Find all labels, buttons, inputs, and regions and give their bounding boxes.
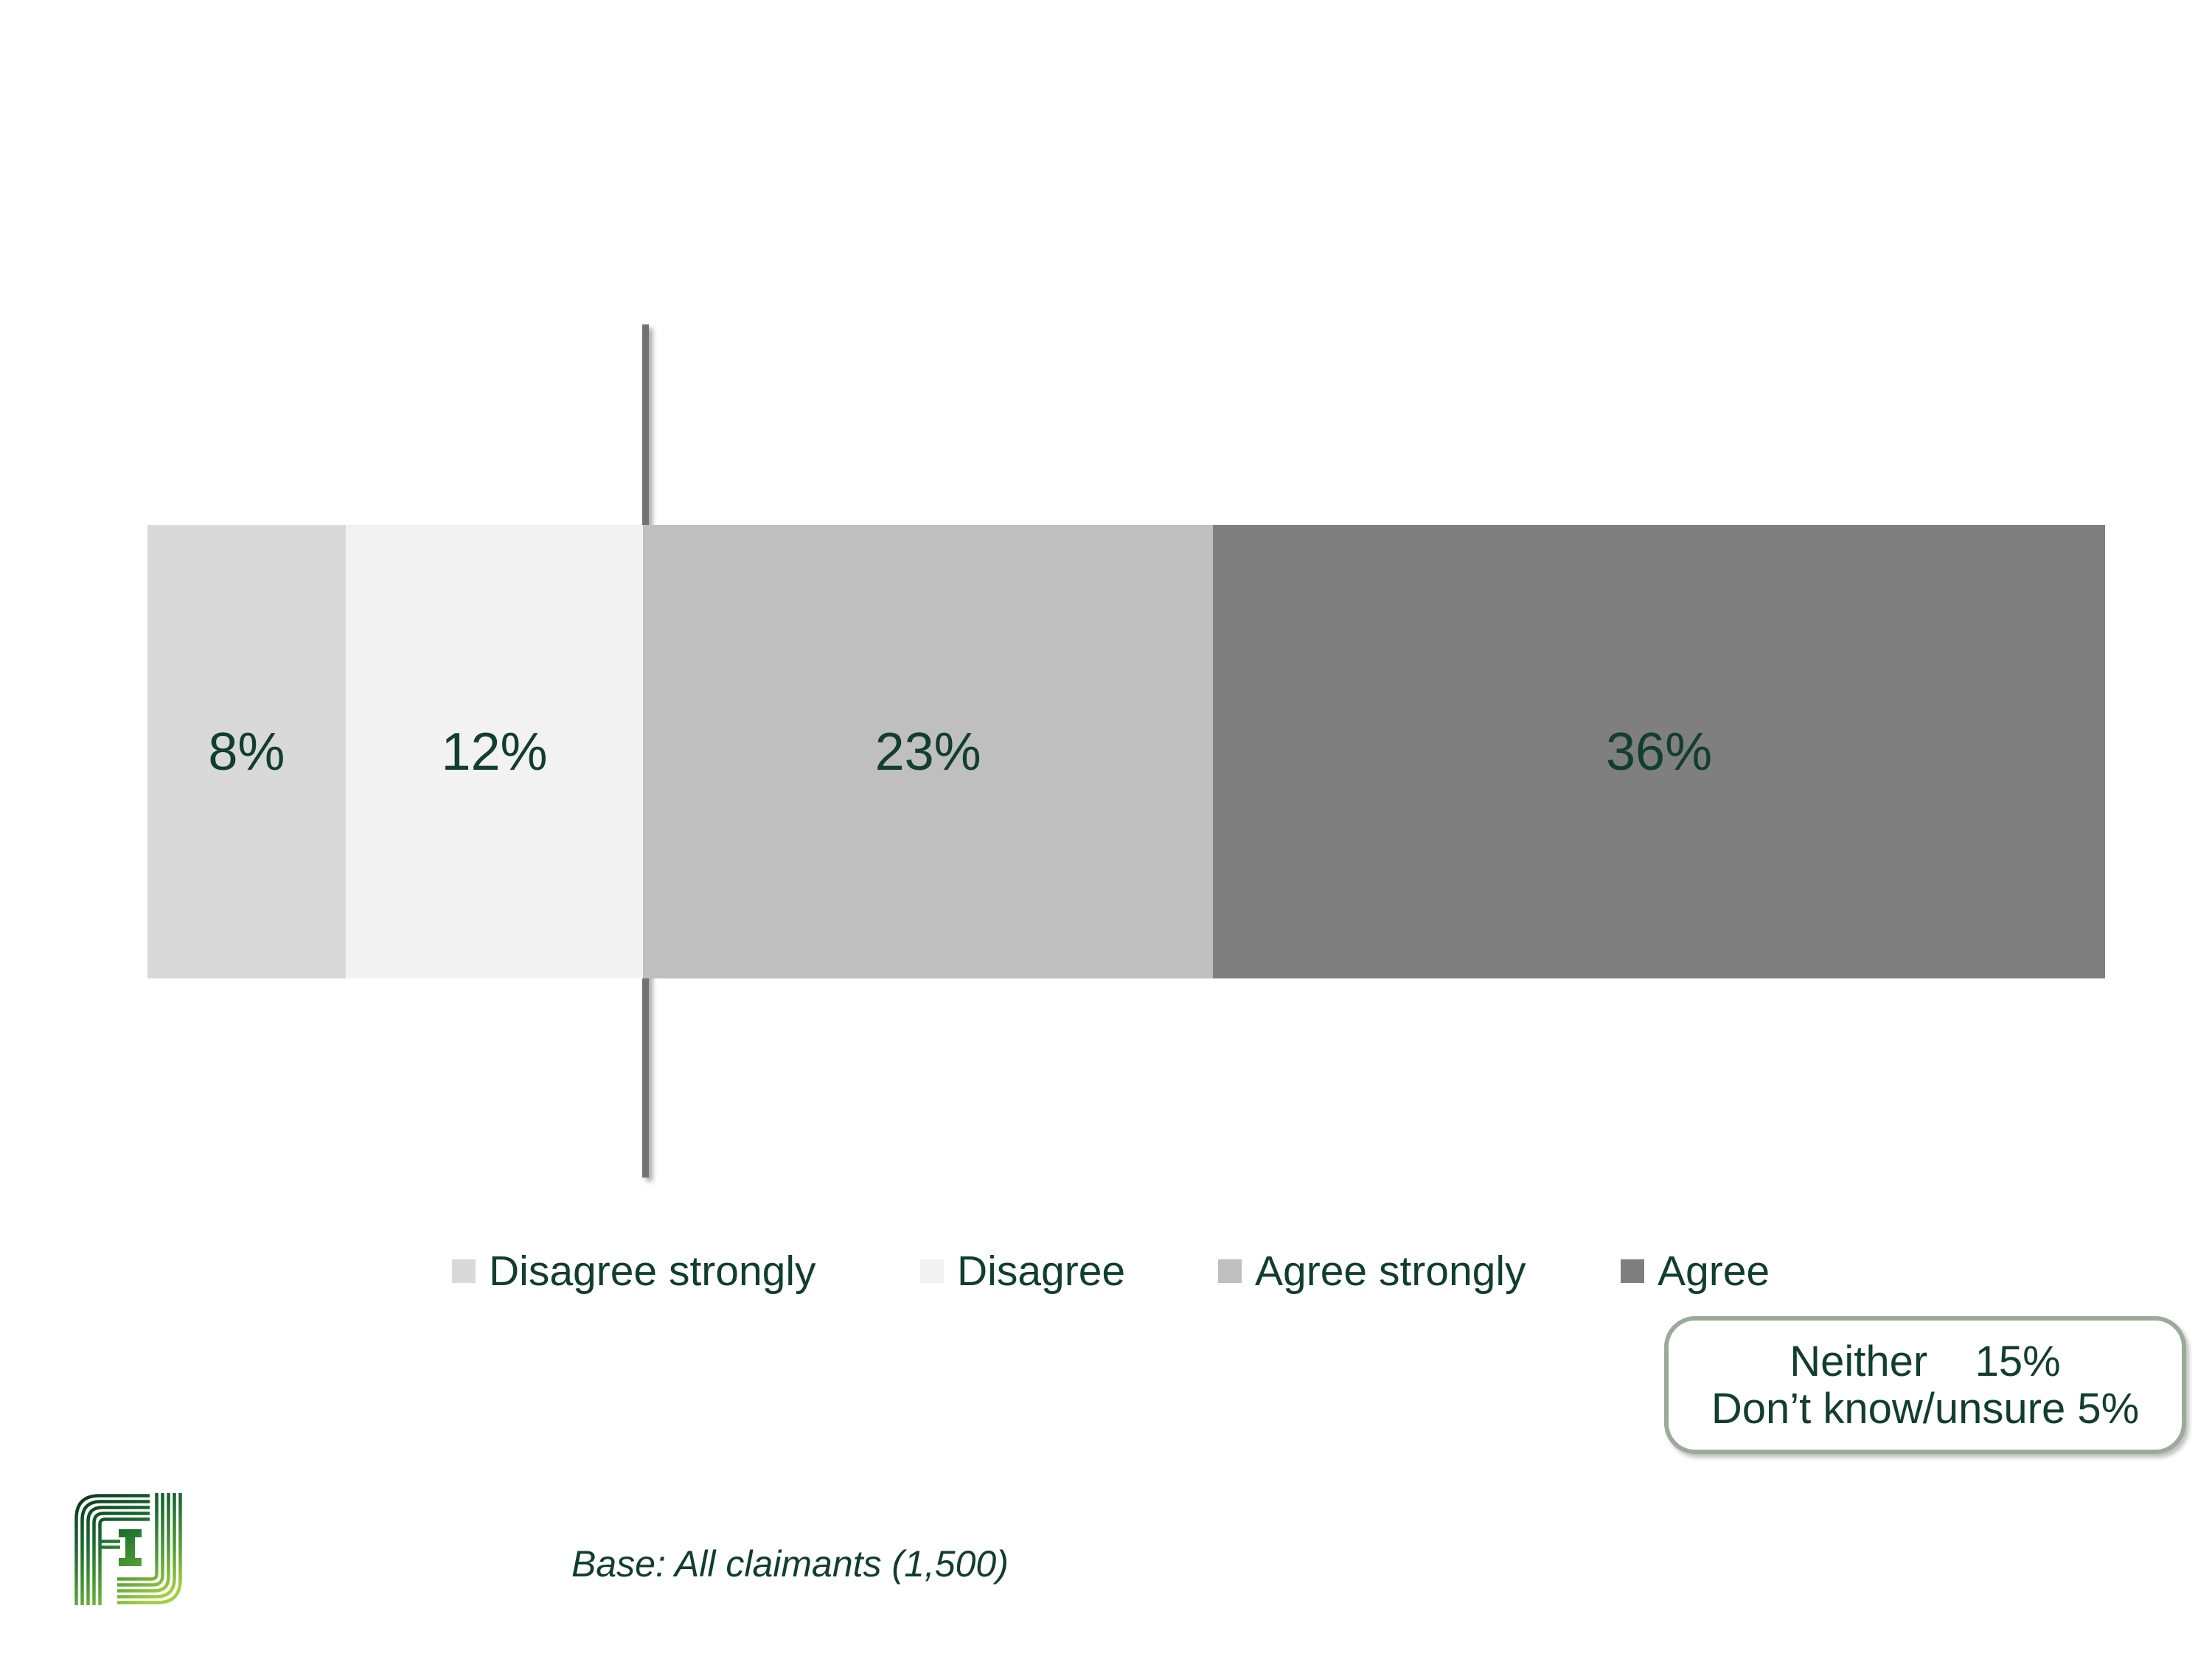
logo-i-beam — [119, 1529, 142, 1566]
bar-segment-disagree: 12% — [345, 525, 644, 978]
segment-value-label: 36% — [1605, 722, 1713, 782]
callout-line-neither: Neither 15% — [1790, 1337, 2061, 1385]
legend-label: Agree — [1658, 1248, 1770, 1295]
legend-swatch — [920, 1259, 944, 1283]
legend-label: Disagree strongly — [489, 1248, 816, 1295]
bar-segment-agree-strongly: 23% — [643, 525, 1214, 978]
legend-label: Disagree — [957, 1248, 1126, 1295]
logo-j-stripes — [117, 1493, 182, 1604]
company-logo — [74, 1493, 182, 1605]
bar-segment-agree: 36% — [1213, 525, 2105, 978]
segment-value-label: 12% — [441, 722, 548, 782]
callout-box: Neither 15% Don’t know/unsure 5% — [1664, 1316, 2186, 1454]
legend-swatch — [452, 1259, 476, 1283]
legend-item-disagree-strongly: Disagree strongly — [452, 1248, 816, 1295]
legend-item-agree: Agree — [1621, 1248, 1770, 1295]
legend-label: Agree strongly — [1255, 1248, 1526, 1295]
base-note: Base: All claimants (1,500) — [571, 1543, 1009, 1585]
legend-swatch — [1621, 1259, 1644, 1283]
legend-swatch — [1218, 1259, 1242, 1283]
bar-segment-disagree-strongly: 8% — [147, 525, 346, 978]
stacked-bar: 8% 12% 23% 36% — [147, 525, 2105, 978]
segment-value-label: 8% — [208, 722, 285, 782]
callout-line-dont-know: Don’t know/unsure 5% — [1711, 1384, 2140, 1433]
legend-item-disagree: Disagree — [920, 1248, 1126, 1295]
logo-f-stripes — [74, 1494, 150, 1605]
legend-item-agree-strongly: Agree strongly — [1218, 1248, 1526, 1295]
segment-value-label: 23% — [874, 722, 981, 782]
